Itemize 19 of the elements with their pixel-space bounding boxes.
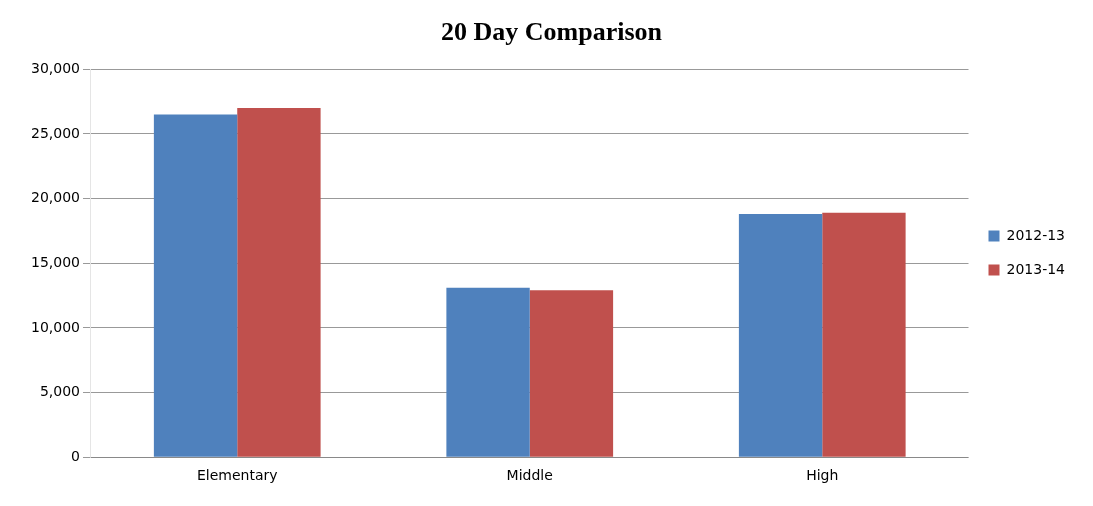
y-tick-label: 5,000 bbox=[39, 383, 80, 400]
chart-title: 20 Day Comparison bbox=[440, 17, 663, 47]
bar bbox=[529, 290, 614, 457]
x-tick-label: Elementary bbox=[196, 467, 278, 484]
bar bbox=[446, 287, 530, 457]
bar bbox=[153, 114, 238, 457]
bar bbox=[822, 212, 906, 457]
y-tick-label: 15,000 bbox=[30, 253, 80, 270]
y-tick-label: 25,000 bbox=[30, 124, 80, 141]
bar bbox=[738, 214, 823, 457]
x-tick-label: Middle bbox=[506, 467, 553, 484]
y-tick-label: 30,000 bbox=[30, 59, 80, 76]
y-tick-label: 10,000 bbox=[30, 318, 80, 335]
x-tick-label: High bbox=[806, 467, 839, 484]
legend-label: 2012-13 bbox=[1006, 226, 1065, 243]
legend-label: 2013-14 bbox=[1006, 260, 1066, 277]
y-tick-label: 0 bbox=[71, 447, 80, 464]
bar bbox=[237, 108, 321, 457]
y-tick-label: 20,000 bbox=[30, 189, 80, 206]
